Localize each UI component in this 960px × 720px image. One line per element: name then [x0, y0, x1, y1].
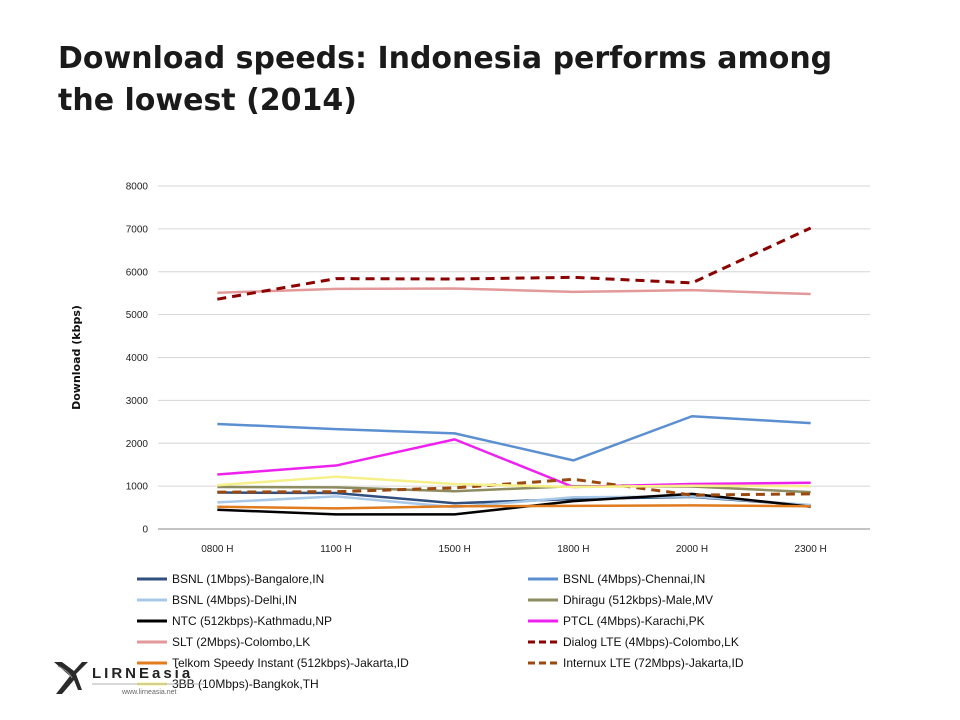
y-tick-label: 0 — [142, 525, 148, 536]
series-line-1 — [217, 414, 811, 462]
chart-legend: BSNL (1Mbps)-Bangalore,IN BSNL (4Mbps)-Ch… — [137, 572, 744, 691]
x-tick-label: 0800 H — [201, 544, 233, 555]
y-tick-label: 5000 — [126, 310, 149, 321]
series-line-6 — [217, 287, 811, 296]
legend-label: Dhiragu (512kbps)-Male,MV — [563, 593, 713, 607]
legend-label: Dialog LTE (4Mbps)-Colombo,LK — [563, 635, 739, 649]
series-line-7 — [217, 226, 812, 301]
series-line-10 — [217, 475, 811, 489]
y-tick-label: 8000 — [126, 182, 149, 193]
lirneasia-logo: LIRNEasia www.lirneasia.net — [54, 662, 204, 696]
series-line-9 — [217, 477, 811, 497]
y-axis-title: Download (kbps) — [70, 305, 83, 410]
slide-title-line1: Download speeds: Indonesia performs amon… — [58, 41, 833, 76]
y-tick-label: 1000 — [126, 482, 149, 493]
x-tick-label: 1800 H — [557, 544, 589, 555]
lirneasia-logo-mark-icon — [54, 662, 88, 694]
series-line-5 — [217, 438, 811, 489]
y-tick-label: 4000 — [126, 353, 149, 364]
legend-label: PTCL (4Mbps)-Karachi,PK — [563, 614, 705, 628]
chart-series-lines — [217, 226, 812, 516]
x-tick-label: 2000 H — [676, 544, 708, 555]
y-tick-label: 6000 — [126, 267, 149, 278]
x-axis-ticks: 0800 H 1100 H 1500 H 1800 H 2000 H 2300 H — [201, 544, 827, 555]
legend-label: BSNL (4Mbps)-Delhi,IN — [172, 593, 297, 607]
series-line-3 — [217, 484, 811, 494]
y-axis-ticks: 0 1000 2000 3000 4000 5000 6000 7000 8000 — [126, 182, 149, 536]
legend-label: SLT (2Mbps)-Colombo,LK — [172, 635, 310, 649]
legend-label: BSNL (4Mbps)-Chennai,IN — [563, 572, 705, 586]
slide-title-line2: the lowest (2014) — [58, 83, 358, 118]
legend-label: BSNL (1Mbps)-Bangalore,IN — [172, 572, 324, 586]
chart-gridlines — [158, 185, 870, 530]
y-tick-label: 2000 — [126, 439, 149, 450]
legend-label: Internux LTE (72Mbps)-Jakarta,ID — [563, 656, 744, 670]
series-line-2 — [217, 495, 811, 509]
x-tick-label: 2300 H — [795, 544, 827, 555]
y-tick-label: 7000 — [126, 224, 149, 235]
x-tick-label: 1500 H — [439, 544, 471, 555]
legend-label: NTC (512kbps)-Kathmadu,NP — [172, 614, 332, 628]
logo-url: www.lirneasia.net — [121, 689, 177, 696]
logo-wordmark: LIRNEasia — [92, 665, 193, 682]
slide-title: Download speeds: Indonesia performs amon… — [58, 38, 918, 122]
legend-label: 3BB (10Mbps)-Bangkok,TH — [172, 677, 319, 691]
y-tick-label: 3000 — [126, 396, 149, 407]
x-tick-label: 1100 H — [320, 544, 352, 555]
legend-label: Telkom Speedy Instant (512kbps)-Jakarta,… — [172, 656, 409, 670]
series-line-8 — [217, 504, 811, 510]
